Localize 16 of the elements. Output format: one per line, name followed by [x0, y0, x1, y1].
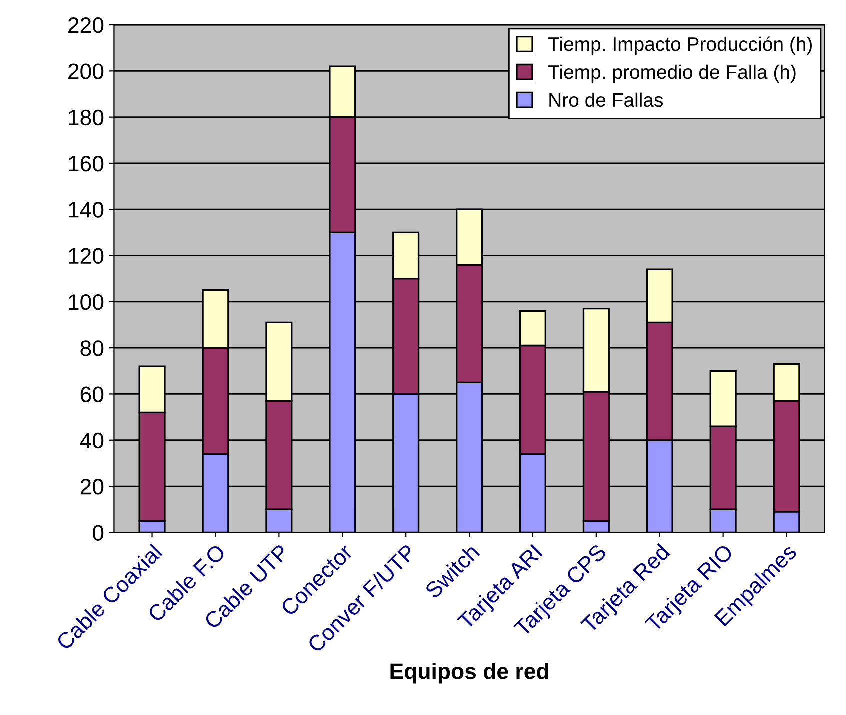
y-tick-label: 100 — [69, 294, 104, 310]
y-tick-label: 160 — [69, 156, 104, 172]
x-axis-title: Equipos de red — [390, 663, 548, 684]
legend-label: Tiemp. Impacto Producción (h) — [548, 36, 812, 56]
y-tick-label: 80 — [80, 340, 104, 356]
legend-label: Tiemp. promedio de Falla (h) — [548, 64, 796, 83]
y-tick-label: 140 — [69, 202, 104, 218]
y-tick-label: 120 — [69, 248, 104, 264]
y-tick-label: 200 — [68, 64, 104, 80]
legend-label: Nro de Fallas — [550, 92, 664, 108]
y-tick-label: 20 — [80, 479, 104, 495]
y-tick-label: 220 — [68, 18, 104, 34]
y-tick-label: 180 — [69, 110, 104, 126]
y-tick-label: 40 — [80, 432, 104, 449]
y-tick-label: 60 — [80, 386, 104, 402]
y-tick-label: 0 — [93, 525, 104, 541]
